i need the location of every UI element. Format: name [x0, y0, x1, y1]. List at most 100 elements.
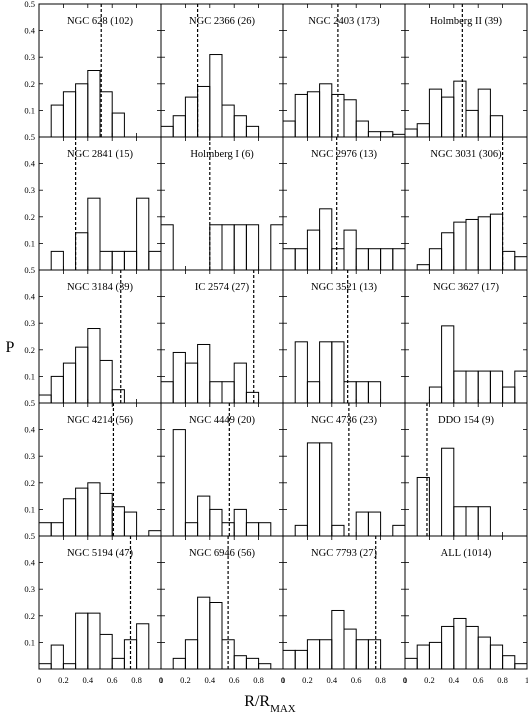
- histogram-bar: [416, 644, 430, 670]
- histogram-bar: [380, 131, 394, 138]
- histogram-bar: [38, 663, 52, 670]
- histogram-bar: [367, 381, 382, 404]
- x-tick-label: 0.4: [326, 675, 337, 685]
- panel: NGC 6946 (56) 0 0.2 0.4 0.6 0.8 1: [159, 535, 285, 685]
- histogram-bar: [355, 120, 369, 138]
- histogram-bar: [319, 341, 333, 404]
- y-tick-label: 0.3: [24, 52, 35, 62]
- histogram-bar: [416, 123, 430, 138]
- histogram-bar: [197, 85, 211, 138]
- histogram-bar: [489, 370, 504, 404]
- x-tick-label: 0: [159, 675, 163, 685]
- histogram-bar: [367, 248, 382, 271]
- histogram-bar: [75, 612, 89, 670]
- histogram-bar: [489, 644, 504, 670]
- histogram-bar: [245, 125, 260, 138]
- y-tick-label: 0.1: [24, 105, 35, 115]
- histogram-bar: [87, 70, 101, 138]
- histogram-bar: [416, 476, 430, 537]
- x-tick-label: 0.6: [473, 675, 484, 685]
- panel-title: IC 2574 (27): [195, 282, 250, 293]
- histogram-bar: [428, 386, 443, 404]
- histogram-bar: [428, 641, 443, 670]
- histogram-bar: [367, 639, 382, 670]
- histogram-bar: [502, 250, 516, 271]
- histogram-bar: [428, 248, 443, 271]
- y-tick-label: 0.1: [24, 504, 35, 514]
- x-tick-label: 0.2: [58, 675, 69, 685]
- y-tick-label: 0.2: [24, 79, 35, 89]
- histogram-bar: [306, 91, 321, 138]
- histogram-bar: [50, 522, 64, 537]
- histogram-bar: [404, 657, 418, 670]
- histogram-bar: [184, 96, 199, 138]
- histogram-bar: [111, 112, 125, 138]
- histogram-bar: [136, 623, 150, 670]
- panel-title: NGC 4214 (56): [67, 415, 133, 426]
- histogram-bar: [453, 506, 467, 537]
- y-tick-label: 0.5: [24, 531, 35, 541]
- x-tick-label: 1: [159, 675, 163, 685]
- x-axis-label: R/RMAX: [244, 693, 296, 715]
- y-tick-label: 0.3: [24, 318, 35, 328]
- histogram-bar: [380, 248, 394, 271]
- histogram-bar: [50, 375, 64, 404]
- y-tick-label: 0.1: [24, 238, 35, 248]
- histogram-bar: [111, 657, 125, 670]
- y-tick-label: 0.2: [24, 345, 35, 355]
- histogram-bar: [123, 639, 138, 670]
- histogram-bar: [233, 115, 247, 138]
- panel: NGC 3627 (17): [404, 269, 528, 404]
- panel: NGC 3184 (39) 0.1 0.2 0.3 0.4 0.5: [24, 265, 162, 404]
- histogram-bar: [197, 343, 211, 404]
- histogram-bar: [270, 224, 284, 271]
- histogram-bar: [197, 596, 211, 670]
- histogram-bar: [282, 120, 296, 138]
- panel-title: Holmberg II (39): [430, 16, 503, 27]
- histogram-bar: [221, 381, 235, 404]
- histogram-bar: [465, 109, 479, 138]
- y-tick-label: 0.2: [24, 212, 35, 222]
- histogram-bar: [453, 221, 467, 271]
- x-tick-label: 1: [525, 675, 528, 685]
- histogram-bar: [294, 341, 308, 404]
- histogram-bar: [172, 429, 186, 537]
- histogram-bar: [465, 625, 479, 670]
- histogram-bar: [343, 99, 357, 138]
- histogram-bar: [319, 442, 333, 537]
- histogram-bar: [99, 91, 113, 138]
- panel: NGC 3031 (306): [404, 136, 528, 271]
- histogram-bar: [172, 351, 186, 404]
- panel-title: NGC 2366 (26): [189, 16, 255, 27]
- histogram-bar: [514, 370, 528, 404]
- histogram-bar: [197, 495, 211, 537]
- histogram-bar: [355, 511, 369, 537]
- histogram-bar: [343, 628, 357, 670]
- histogram-bar: [477, 216, 491, 271]
- x-tick-label: 0.6: [229, 675, 240, 685]
- y-tick-label: 0.4: [24, 425, 35, 435]
- histogram-bar: [416, 264, 430, 271]
- panel-title: NGC 3184 (39): [67, 282, 133, 293]
- histogram-bar: [111, 506, 125, 537]
- histogram-bar: [477, 506, 491, 537]
- histogram-bar: [184, 639, 199, 670]
- histogram-bar: [477, 88, 491, 138]
- panel-title: DDO 154 (9): [438, 415, 494, 426]
- histogram-bar: [99, 492, 113, 537]
- panel: NGC 2366 (26): [160, 3, 284, 138]
- x-tick-label: 0.4: [82, 675, 93, 685]
- histogram-bar: [319, 83, 333, 138]
- histogram-bar: [160, 125, 174, 138]
- y-axis-label: P: [6, 339, 15, 356]
- histogram-bar: [294, 93, 308, 138]
- y-tick-label: 0.1: [24, 637, 35, 647]
- panel-frame: [404, 535, 528, 670]
- histogram-bar: [355, 248, 369, 271]
- panel: NGC 4214 (56) 0.1 0.2 0.3 0.4 0.5: [24, 398, 162, 537]
- histogram-bar: [148, 250, 162, 271]
- x-tick-label: 0.8: [497, 675, 508, 685]
- histogram-bar: [62, 498, 77, 537]
- histogram-bar: [477, 370, 491, 404]
